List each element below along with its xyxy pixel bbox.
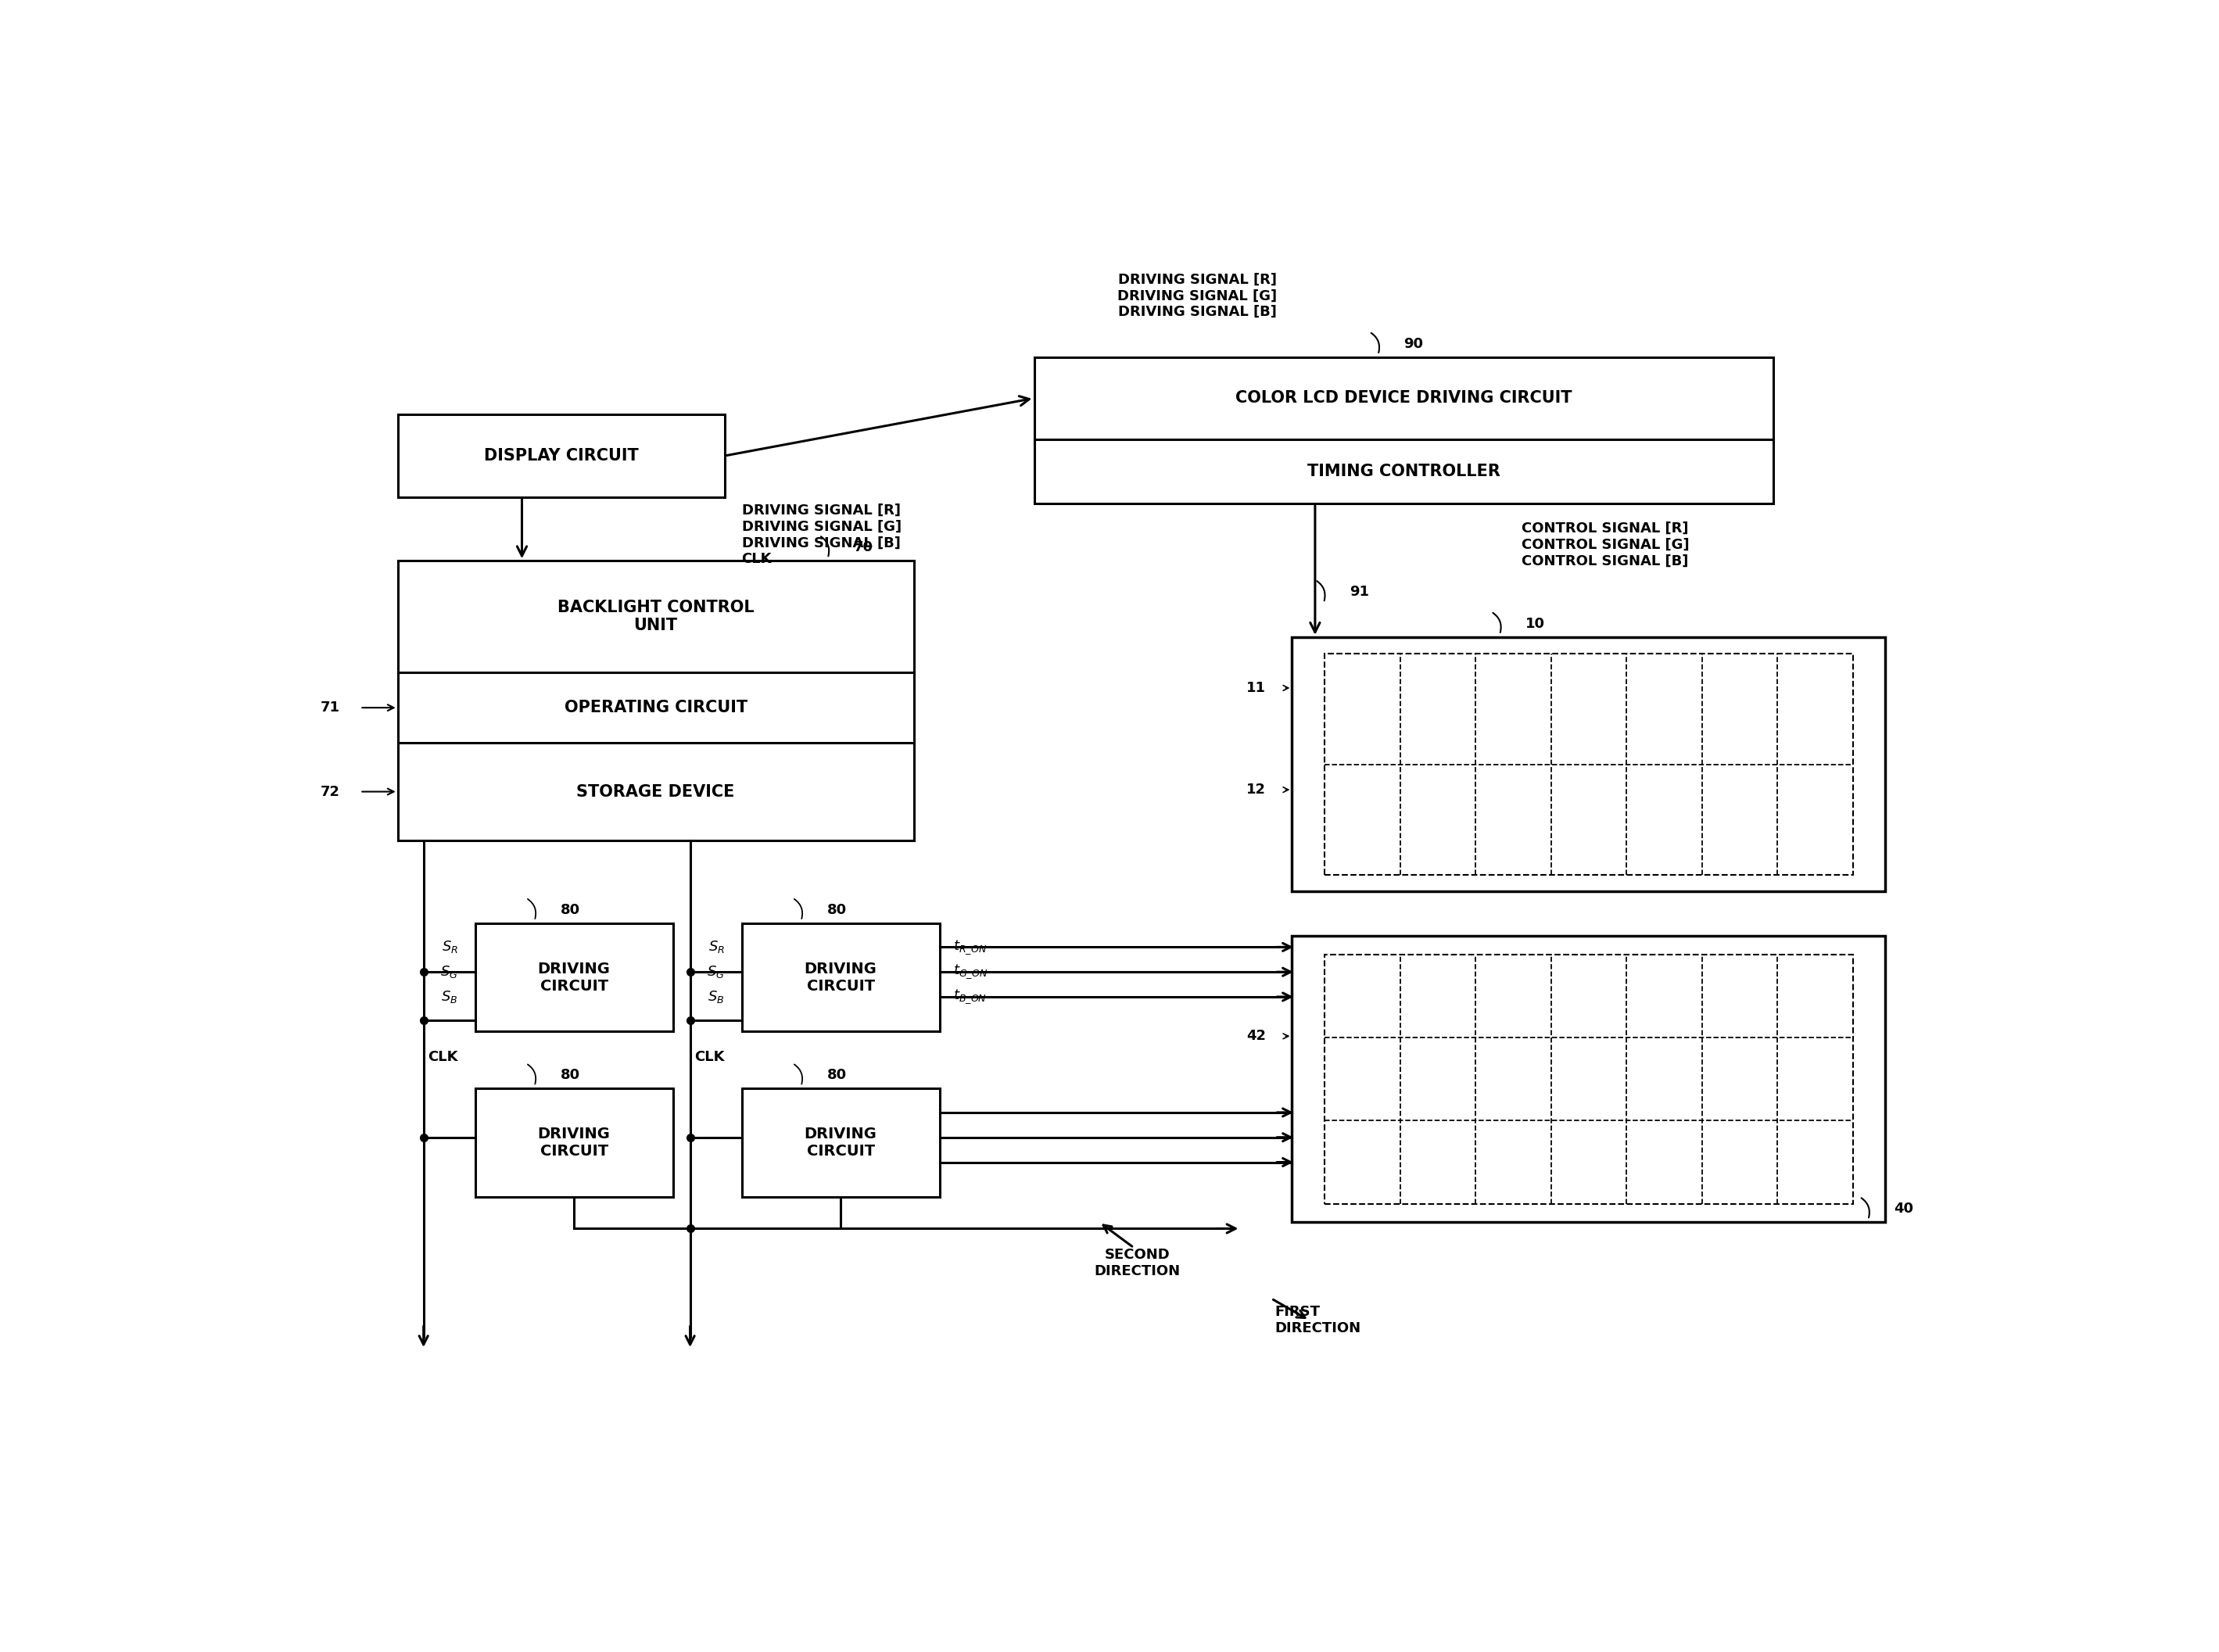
Bar — [1291, 937, 1886, 1222]
Text: CONTROL SIGNAL [R]
CONTROL SIGNAL [G]
CONTROL SIGNAL [B]: CONTROL SIGNAL [R] CONTROL SIGNAL [G] CO… — [1522, 522, 1689, 568]
Bar — [1325, 955, 1853, 1204]
Text: 80: 80 — [559, 1069, 579, 1082]
Text: $S_B$: $S_B$ — [708, 990, 726, 1004]
Text: 42: 42 — [1247, 1029, 1267, 1042]
Bar — [397, 415, 726, 497]
Bar — [741, 1089, 939, 1196]
Bar — [397, 560, 914, 841]
Text: $S_G$: $S_G$ — [708, 965, 726, 980]
Text: $S_R$: $S_R$ — [708, 940, 726, 955]
Text: OPERATING CIRCUIT: OPERATING CIRCUIT — [564, 700, 748, 715]
Text: SECOND
DIRECTION: SECOND DIRECTION — [1094, 1247, 1181, 1279]
Text: $t_{B\_ON}$: $t_{B\_ON}$ — [954, 988, 987, 1006]
Text: 10: 10 — [1524, 616, 1544, 631]
Text: DRIVING SIGNAL [R]
DRIVING SIGNAL [G]
DRIVING SIGNAL [B]
CLK: DRIVING SIGNAL [R] DRIVING SIGNAL [G] DR… — [741, 504, 901, 567]
Text: BACKLIGHT CONTROL
UNIT: BACKLIGHT CONTROL UNIT — [557, 600, 754, 634]
Bar — [475, 923, 672, 1031]
Text: 91: 91 — [1349, 585, 1369, 600]
Text: DRIVING
CIRCUIT: DRIVING CIRCUIT — [537, 961, 610, 993]
Bar — [1291, 638, 1886, 892]
Text: $t_{G\_ON}$: $t_{G\_ON}$ — [954, 963, 987, 981]
Text: FIRST
DIRECTION: FIRST DIRECTION — [1274, 1305, 1360, 1335]
Text: DRIVING
CIRCUIT: DRIVING CIRCUIT — [537, 1127, 610, 1158]
Text: 80: 80 — [559, 904, 579, 917]
Bar — [1034, 357, 1773, 504]
Text: 11: 11 — [1247, 681, 1267, 695]
Text: $S_R$: $S_R$ — [442, 940, 457, 955]
Text: 72: 72 — [320, 785, 340, 798]
Text: DISPLAY CIRCUIT: DISPLAY CIRCUIT — [484, 448, 639, 464]
Text: $S_B$: $S_B$ — [442, 990, 457, 1004]
Text: 40: 40 — [1895, 1201, 1913, 1216]
Text: DRIVING SIGNAL [R]
DRIVING SIGNAL [G]
DRIVING SIGNAL [B]: DRIVING SIGNAL [R] DRIVING SIGNAL [G] DR… — [1118, 273, 1278, 319]
Text: 71: 71 — [320, 700, 340, 715]
Text: COLOR LCD DEVICE DRIVING CIRCUIT: COLOR LCD DEVICE DRIVING CIRCUIT — [1236, 390, 1571, 406]
Text: 80: 80 — [828, 1069, 845, 1082]
Text: DRIVING
CIRCUIT: DRIVING CIRCUIT — [803, 961, 877, 993]
Bar — [741, 923, 939, 1031]
Text: TIMING CONTROLLER: TIMING CONTROLLER — [1307, 464, 1500, 479]
Bar — [1325, 654, 1853, 876]
Text: 12: 12 — [1247, 783, 1267, 796]
Text: STORAGE DEVICE: STORAGE DEVICE — [577, 783, 734, 800]
Text: 70: 70 — [854, 540, 872, 555]
Text: CLK: CLK — [428, 1049, 457, 1064]
Text: CLK: CLK — [695, 1049, 726, 1064]
Text: DRIVING
CIRCUIT: DRIVING CIRCUIT — [803, 1127, 877, 1158]
Text: $t_{R\_ON}$: $t_{R\_ON}$ — [954, 938, 987, 957]
Text: $S_G$: $S_G$ — [439, 965, 457, 980]
Text: 80: 80 — [828, 904, 845, 917]
Text: 90: 90 — [1405, 337, 1422, 350]
Bar — [475, 1089, 672, 1196]
